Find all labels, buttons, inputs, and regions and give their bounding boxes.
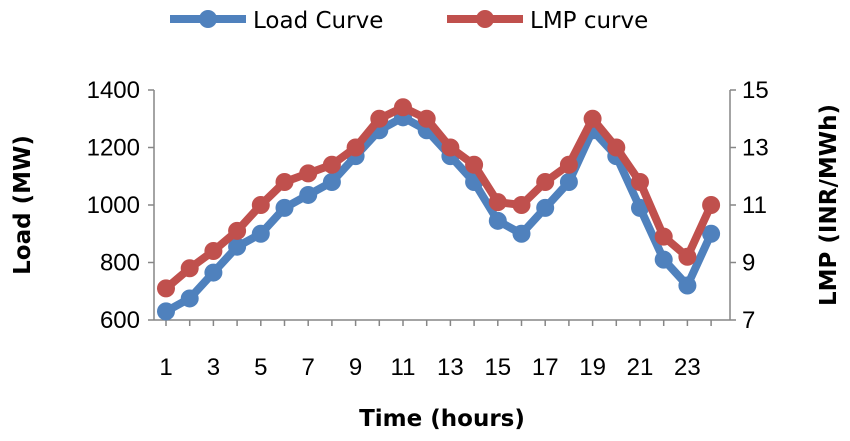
load-curve-point	[228, 237, 247, 256]
left-tick-label: 600	[100, 307, 140, 334]
right-tick-label: 9	[742, 250, 755, 277]
load-curve-point	[512, 224, 531, 243]
x-tick-label: 15	[484, 354, 511, 381]
x-tick-label: 23	[674, 354, 701, 381]
load-curve-point	[654, 250, 673, 269]
lmp-curve-point	[465, 155, 484, 174]
right-y-ticks: 7 9 11 13 15	[730, 77, 769, 334]
lmp-curve-point	[275, 173, 294, 191]
legend-item-lmp: LMP curve	[447, 8, 648, 34]
legend-lmp-label: LMP curve	[530, 8, 648, 34]
series-lmp-curve	[157, 98, 721, 298]
left-axis-title: Load (MW)	[10, 135, 36, 275]
left-tick-label: 1000	[87, 192, 140, 219]
lmp-curve-point	[157, 279, 175, 298]
right-tick-label: 7	[742, 307, 755, 334]
lmp-curve-point	[180, 259, 199, 278]
left-tick-label: 1400	[87, 77, 140, 104]
legend-item-load: Load Curve	[170, 8, 383, 34]
right-axis-title: LMP (INR/MWh)	[816, 104, 842, 306]
x-tick-label: 9	[349, 354, 362, 381]
lmp-curve-point	[394, 98, 412, 117]
legend-load-marker	[199, 10, 217, 28]
legend-load-label: Load Curve	[253, 8, 383, 34]
lmp-curve-point	[583, 109, 602, 128]
load-curve-point	[631, 198, 649, 217]
load-curve-point	[180, 289, 199, 308]
x-tick-label: 3	[207, 354, 220, 381]
load-curve-point	[299, 185, 318, 204]
legend: Load Curve LMP curve	[170, 8, 648, 34]
lmp-curve-point	[607, 138, 626, 157]
lmp-curve-point	[299, 164, 318, 183]
lmp-curve-point	[488, 193, 507, 212]
load-curve-point	[536, 198, 555, 217]
lmp-curve-point	[678, 247, 697, 266]
right-tick-label: 15	[742, 77, 769, 104]
lmp-curve-point	[702, 196, 721, 214]
x-tick-label: 1	[159, 354, 172, 381]
lmp-curve-point	[536, 173, 555, 191]
x-tick-label: 13	[437, 354, 464, 381]
x-axis-title: Time (hours)	[359, 406, 525, 432]
lmp-curve-point	[370, 109, 389, 128]
lmp-curve-line	[163, 103, 715, 292]
right-tick-label: 13	[742, 135, 769, 162]
x-tick-label: 5	[254, 354, 267, 381]
load-curve-point	[322, 173, 341, 191]
lmp-curve-point	[228, 221, 247, 240]
x-tick-label: 17	[532, 354, 559, 381]
lmp-curve-point	[251, 196, 270, 214]
lmp-curve-point	[559, 155, 578, 174]
x-tick-label: 21	[627, 354, 654, 381]
load-curve-point	[204, 263, 223, 282]
legend-lmp-marker	[476, 10, 494, 28]
x-tick-label: 7	[302, 354, 315, 381]
lmp-curve-point	[441, 138, 460, 157]
lmp-curve-point	[322, 155, 341, 174]
load-curve-point	[559, 173, 578, 191]
x-tick-label: 19	[579, 354, 606, 381]
left-tick-label: 1200	[87, 135, 140, 162]
load-curve-point	[702, 224, 721, 243]
lmp-curve-point	[512, 196, 531, 214]
lmp-curve-point	[346, 138, 365, 157]
left-tick-label: 800	[100, 250, 140, 277]
lmp-curve-point	[631, 173, 649, 191]
x-ticks: 1 3 5 7 9 11 13 15 17 19 21 23	[159, 320, 712, 381]
load-curve-point	[678, 276, 697, 295]
load-curve-point	[251, 224, 270, 243]
series-load-curve	[157, 108, 721, 321]
lmp-curve-point	[654, 227, 673, 246]
load-curve-point	[275, 198, 294, 217]
load-curve-point	[488, 211, 507, 230]
left-y-ticks: 600 800 1000 1200 1400	[87, 77, 154, 334]
lmp-curve-point	[204, 242, 223, 260]
x-tick-label: 11	[391, 354, 416, 381]
lmp-curve-point	[417, 109, 436, 128]
right-tick-label: 11	[742, 192, 767, 219]
load-curve-point	[157, 302, 175, 321]
